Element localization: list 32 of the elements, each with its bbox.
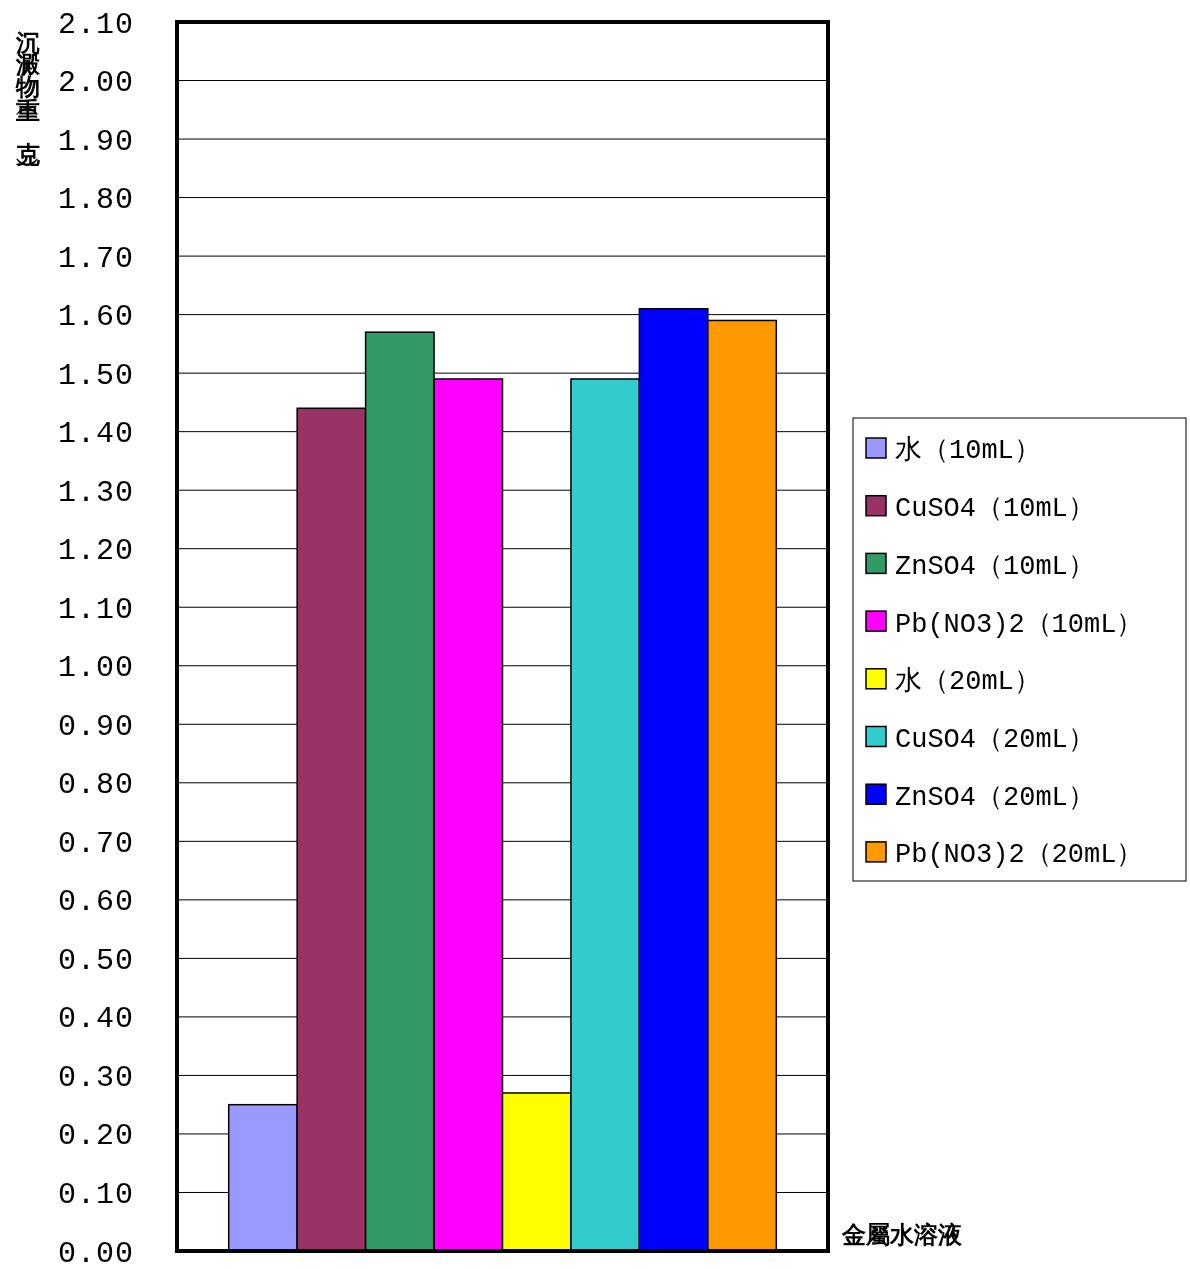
y-tick-label: 0.10 (57, 1177, 135, 1212)
y-tick-label: 1.20 (57, 534, 135, 569)
legend-label: 水（10mL） (895, 435, 1041, 467)
y-tick-label: 0.50 (57, 943, 135, 978)
y-tick-label: 0.90 (57, 709, 135, 744)
y-tick-label: 0.40 (57, 1002, 135, 1037)
y-tick-label: 2.10 (57, 7, 135, 42)
y-tick-label: 2.00 (57, 66, 135, 101)
y-tick-label: 0.00 (57, 1236, 135, 1269)
y-tick-label: 0.60 (57, 885, 135, 920)
legend-label: ZnSO4（10mL） (895, 551, 1095, 582)
y-tick-label: 1.30 (57, 475, 135, 510)
legend-label: 水（20mL） (895, 666, 1041, 698)
x-axis-title: 金屬水溶液 (841, 1221, 963, 1249)
y-tick-label: 1.70 (57, 241, 135, 276)
legend-label: ZnSO4（20mL） (895, 782, 1095, 813)
legend-label: CuSO4（20mL） (895, 724, 1095, 755)
y-tick-label: 1.60 (57, 300, 135, 335)
y-tick-label: 1.80 (57, 183, 135, 218)
y-tick-label: 1.40 (57, 417, 135, 452)
y-tick-label: 0.80 (57, 768, 135, 803)
y-axis-title: 沉澱物重（克） (14, 12, 42, 167)
y-tick-label: 1.50 (57, 358, 135, 393)
y-tick-label: 1.10 (57, 592, 135, 627)
y-tick-label: 1.90 (57, 124, 135, 159)
y-tick-label: 0.20 (57, 1119, 135, 1154)
legend-label: Pb(NO3)2（20mL） (895, 840, 1144, 871)
y-tick-label: 1.00 (57, 651, 135, 686)
legend-label: Pb(NO3)2（10mL） (895, 609, 1144, 640)
y-tick-label: 0.70 (57, 826, 135, 861)
y-tick-label: 0.30 (57, 1060, 135, 1095)
legend-label: CuSO4（10mL） (895, 494, 1095, 525)
